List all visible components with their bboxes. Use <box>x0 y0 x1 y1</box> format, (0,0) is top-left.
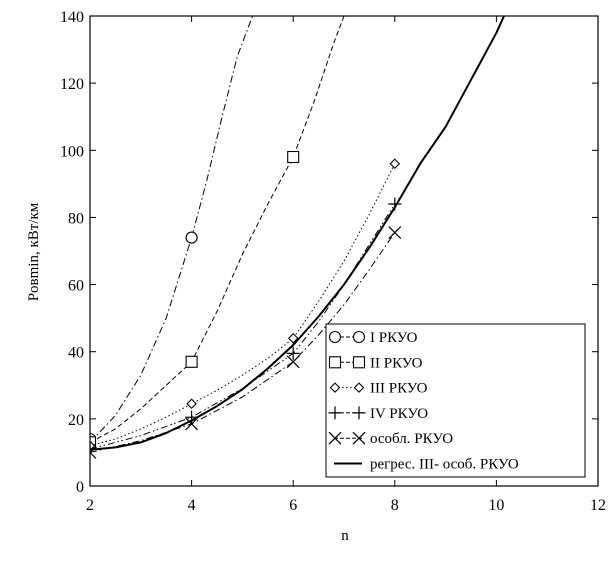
legend-label-3: IV РКУО <box>370 406 428 422</box>
legend-label-2: III РКУО <box>370 381 428 397</box>
data-point-1-0 <box>90 436 97 449</box>
legend-entry-2: III РКУО <box>329 381 428 397</box>
x-tick-label-2: 6 <box>289 497 297 514</box>
legend-label-5: регрес. III- особ. РКУО <box>370 457 519 473</box>
x-tick-label-5: 12 <box>590 497 606 514</box>
y-tick-label-2: 40 <box>68 345 84 362</box>
series-line-1 <box>90 16 345 443</box>
legend-entry-5: регрес. III- особ. РКУО <box>334 457 519 473</box>
x-axis-label: n <box>341 528 349 544</box>
legend-marker-left-3 <box>328 406 342 420</box>
series-2 <box>90 158 401 451</box>
legend-entry-0: I РКУО <box>328 330 418 346</box>
y-tick-label-6: 120 <box>60 76 84 93</box>
x-tick-label-4: 10 <box>488 497 504 514</box>
x-tick-label-3: 8 <box>391 497 399 514</box>
series-0 <box>90 16 254 446</box>
series-1 <box>90 16 345 449</box>
series-5 <box>90 16 505 451</box>
legend-entry-4: особл. РКУО <box>328 431 453 447</box>
data-point-0-1 <box>185 231 198 244</box>
x-tick-label-0: 2 <box>86 497 94 514</box>
data-point-2-3 <box>389 158 401 169</box>
data-point-2-2 <box>287 333 299 344</box>
series-line-0 <box>90 16 254 443</box>
legend: I РКУО II РКУО III РКУО IV РКУО особл. РКУО р… <box>325 323 586 478</box>
plot-frame <box>89 15 599 487</box>
data-point-2-1 <box>186 398 197 410</box>
y-tick-label-7: 140 <box>60 9 84 26</box>
data-point-3-2 <box>286 346 300 360</box>
legend-marker-left-0 <box>328 330 342 344</box>
legend-marker-right-3 <box>352 406 366 420</box>
data-point-1-2 <box>287 150 300 164</box>
y-tick-label-3: 60 <box>68 278 84 295</box>
legend-box <box>325 323 586 478</box>
legend-label-4: особл. РКУО <box>370 431 453 447</box>
legend-label-0: I РКУО <box>370 330 418 346</box>
legend-entry-3: IV РКУО <box>328 406 428 422</box>
data-point-2-0 <box>90 440 96 451</box>
series-line-5 <box>90 16 505 451</box>
series-line-2 <box>90 163 396 447</box>
y-tick-label-4: 80 <box>68 210 84 227</box>
legend-marker-left-2 <box>329 382 341 393</box>
data-point-4-3 <box>388 226 402 239</box>
legend-label-1: II РКУО <box>370 355 423 371</box>
series-line-4 <box>90 232 396 453</box>
y-tick-label-5: 100 <box>60 143 84 160</box>
y-tick-label-1: 20 <box>68 412 84 429</box>
legend-marker-right-2 <box>353 382 365 393</box>
y-tick-label-0: 0 <box>76 479 84 496</box>
plot-layer <box>90 16 505 459</box>
legend-entry-1: II РКУО <box>328 355 423 371</box>
data-point-4-1 <box>185 417 199 431</box>
x-tick-label-1: 4 <box>188 497 196 514</box>
legend-marker-left-1 <box>328 356 342 369</box>
legend-marker-left-4 <box>328 431 342 445</box>
legend-marker-right-1 <box>352 356 366 369</box>
legend-marker-right-4 <box>352 431 366 445</box>
y-axis-label: Pовmin, кВт/км <box>26 202 42 301</box>
data-point-4-2 <box>286 355 300 369</box>
legend-marker-right-0 <box>352 330 366 344</box>
data-point-1-1 <box>185 355 198 368</box>
